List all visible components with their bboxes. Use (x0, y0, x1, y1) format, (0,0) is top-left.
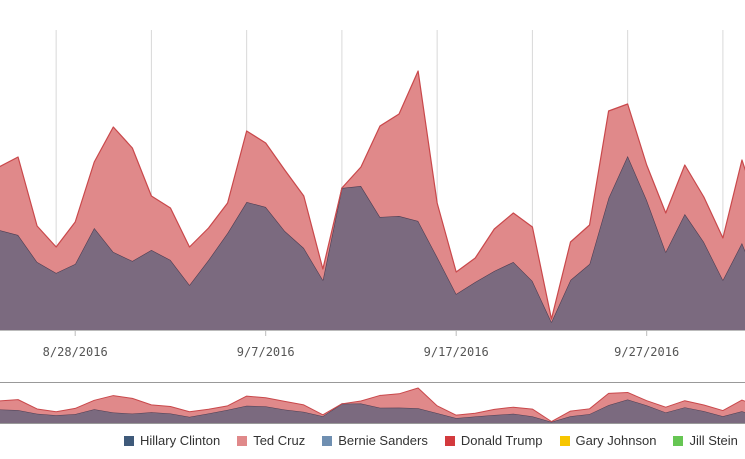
hillary-clinton-area (0, 156, 745, 330)
navigator-hillary-clinton-area (0, 399, 745, 423)
x-tick-label: 9/7/2016 (237, 345, 295, 359)
legend-label: Ted Cruz (253, 433, 306, 448)
x-tick-label: 8/28/2016 (43, 345, 108, 359)
legend-label: Hillary Clinton (140, 433, 221, 448)
area-chart: 8/28/2016 9/7/2016 9/17/2016 9/27/2016 (0, 30, 745, 424)
legend-swatch (237, 435, 248, 446)
legend-item-bernie-sanders[interactable]: Bernie Sanders (322, 433, 428, 448)
navigator-ted-cruz-area (0, 388, 745, 422)
navigator-ted-cruz-line (0, 387, 745, 423)
x-tick-label: 9/27/2016 (614, 345, 679, 359)
legend-label: Gary Johnson (575, 433, 657, 448)
ted-cruz-line (0, 70, 745, 320)
legend-item-gary-johnson[interactable]: Gary Johnson (559, 433, 657, 448)
legend-swatch (124, 435, 134, 446)
legend-item-donald-trump[interactable]: Donald Trump (444, 433, 543, 448)
legend-label: Donald Trump (460, 433, 543, 448)
x-tick-label: 9/17/2016 (424, 345, 489, 359)
x-axis-ticks: 8/28/2016 9/7/2016 9/17/2016 9/27/2016 (43, 330, 679, 359)
ted-cruz-area (0, 71, 745, 322)
legend-item-jill-stein[interactable]: Jill Stein (673, 433, 738, 448)
legend-swatch (673, 435, 684, 446)
legend-swatch (444, 435, 455, 446)
chart-legend: Hillary Clinton Ted Cruz Bernie Sanders Don… (124, 433, 745, 448)
legend-label: Jill Stein (689, 433, 738, 448)
legend-item-hillary-clinton[interactable]: Hillary Clinton (124, 433, 220, 448)
legend-swatch (559, 435, 570, 446)
main-series (0, 70, 745, 330)
legend-label: Bernie Sanders (338, 433, 428, 448)
range-navigator[interactable] (0, 382, 745, 424)
legend-swatch (322, 435, 333, 446)
legend-item-ted-cruz[interactable]: Ted Cruz (237, 433, 305, 448)
